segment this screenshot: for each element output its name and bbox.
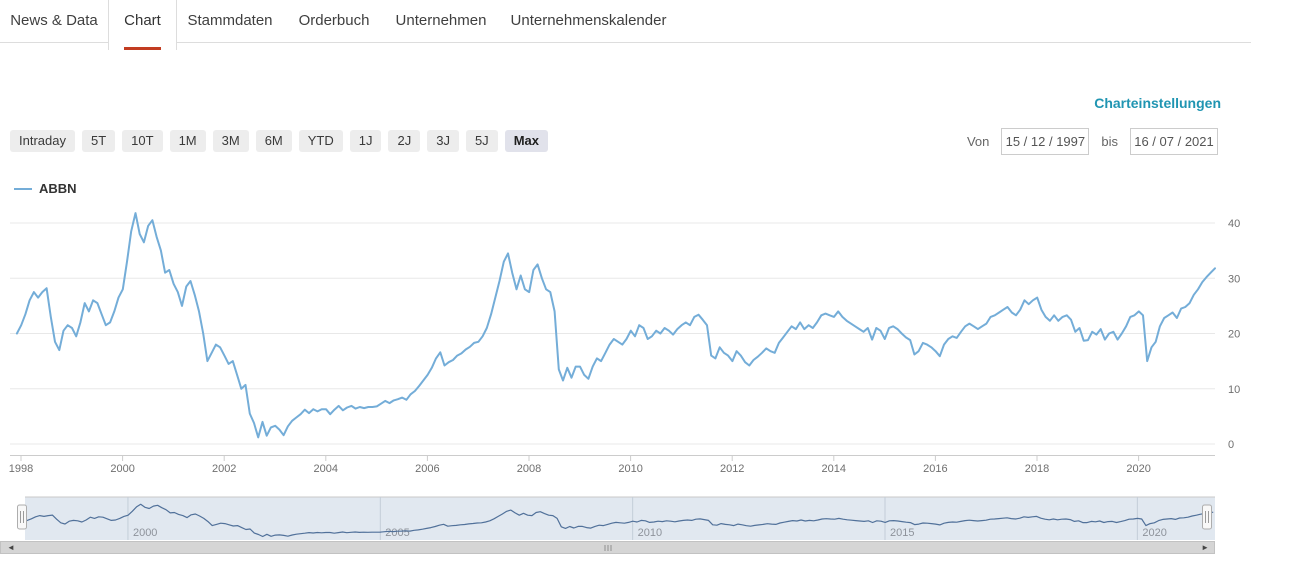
y-axis-label: 30	[1228, 273, 1240, 285]
navigator-year-label: 2010	[638, 527, 662, 539]
chart-legend: ABBN	[14, 181, 77, 196]
x-axis-label: 2006	[415, 463, 439, 475]
x-axis-label: 2010	[618, 463, 642, 475]
tab-label: Orderbuch	[298, 12, 370, 29]
navigator-year-label: 2005	[385, 527, 409, 539]
x-axis-label: 2012	[720, 463, 744, 475]
tab-label: News & Data	[10, 12, 98, 29]
tab-label: Chart	[124, 12, 161, 50]
tab-bar: News & Data Chart Stammdaten Orderbuch U…	[0, 0, 1251, 50]
range-button-ytd[interactable]: YTD	[298, 130, 343, 152]
tab-stammdaten[interactable]: Stammdaten	[177, 0, 283, 42]
x-axis-label: 2008	[517, 463, 541, 475]
chart-settings-link[interactable]: Charteinstellungen	[1094, 95, 1221, 111]
range-button-6m[interactable]: 6M	[255, 130, 292, 152]
x-axis-label: 2016	[923, 463, 947, 475]
chart-navigator[interactable]: 2000 2005 2010 2015 2020	[0, 495, 1250, 541]
tab-label: Unternehmen	[395, 12, 487, 29]
navigator-year-label: 2020	[1142, 527, 1166, 539]
from-date-input[interactable]	[1001, 128, 1090, 155]
y-axis-label: 20	[1228, 329, 1240, 341]
scrollbar-left-arrow-icon[interactable]: ◄	[7, 543, 15, 552]
legend-line-sample-icon	[14, 187, 32, 190]
range-button-1m[interactable]: 1M	[169, 130, 206, 152]
tab-unternehmenskalender[interactable]: Unternehmenskalender	[497, 0, 680, 42]
y-axis-label: 40	[1228, 218, 1240, 230]
tab-label: Stammdaten	[187, 12, 273, 29]
tab-unternehmen[interactable]: Unternehmen	[385, 0, 497, 42]
navigator-right-handle[interactable]	[1202, 504, 1212, 530]
range-button-3j[interactable]: 3J	[427, 130, 459, 152]
to-label: bis	[1101, 134, 1118, 149]
navigator-left-handle[interactable]	[17, 504, 27, 530]
range-button-max[interactable]: Max	[504, 130, 548, 152]
to-date-input[interactable]	[1130, 128, 1218, 155]
tab-news-data[interactable]: News & Data	[0, 0, 108, 42]
y-axis-label: 0	[1228, 439, 1234, 451]
tab-label: Unternehmenskalender	[510, 12, 667, 29]
x-axis-label: 2004	[314, 463, 338, 475]
range-button-5j[interactable]: 5J	[465, 130, 498, 152]
x-axis-label: 2018	[1025, 463, 1049, 475]
x-axis-label: 2014	[822, 463, 846, 475]
legend-series-name: ABBN	[39, 181, 77, 196]
tab-chart[interactable]: Chart	[108, 0, 177, 50]
navigator-year-label: 2000	[133, 527, 157, 539]
navigator-line-series	[22, 503, 1214, 538]
navigator-year-label: 2015	[890, 527, 914, 539]
horizontal-scrollbar[interactable]: ◄ ►	[0, 541, 1215, 554]
y-axis-label: 10	[1228, 384, 1240, 396]
range-button-group: Intraday 5T 10T 1M 3M 6M YTD 1J 2J 3J 5J…	[10, 130, 548, 152]
x-axis-label: 2000	[110, 463, 134, 475]
price-chart[interactable]: 0 10 20 30 40 1998 2000 2002 2004 2006 2008 2010 201…	[0, 205, 1250, 480]
range-button-3m[interactable]: 3M	[212, 130, 249, 152]
scrollbar-right-arrow-icon[interactable]: ►	[1201, 543, 1209, 552]
price-line-series	[15, 212, 1216, 439]
date-range-controls: Von bis	[967, 128, 1218, 155]
from-label: Von	[966, 134, 990, 149]
range-button-2j[interactable]: 2J	[388, 130, 421, 152]
x-axis-label: 2020	[1126, 463, 1150, 475]
tab-orderbuch[interactable]: Orderbuch	[283, 0, 385, 42]
x-axis-label: 2002	[212, 463, 236, 475]
range-button-intraday[interactable]: Intraday	[10, 130, 75, 152]
range-button-5t[interactable]: 5T	[81, 130, 116, 152]
range-button-1j[interactable]: 1J	[349, 130, 382, 152]
range-button-10t[interactable]: 10T	[122, 130, 163, 152]
scrollbar-thumb-grip[interactable]	[604, 545, 611, 551]
x-axis-label: 1998	[9, 463, 33, 475]
